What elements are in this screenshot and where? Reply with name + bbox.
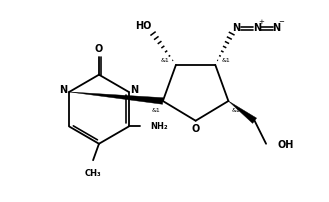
Text: N: N xyxy=(272,23,281,33)
Text: NH₂: NH₂ xyxy=(150,122,168,131)
Text: &1: &1 xyxy=(231,108,240,113)
Text: N: N xyxy=(253,23,261,33)
Polygon shape xyxy=(228,101,257,123)
Text: O: O xyxy=(95,44,103,54)
Text: −: − xyxy=(278,19,284,25)
Text: &1: &1 xyxy=(221,58,230,63)
Polygon shape xyxy=(69,92,163,104)
Text: +: + xyxy=(259,19,265,25)
Text: N: N xyxy=(233,23,240,33)
Text: HO: HO xyxy=(135,21,151,31)
Text: O: O xyxy=(191,124,200,134)
Text: CH₃: CH₃ xyxy=(85,169,101,178)
Text: N: N xyxy=(131,85,139,95)
Text: &1: &1 xyxy=(160,58,169,63)
Text: &1: &1 xyxy=(151,108,160,113)
Text: OH: OH xyxy=(278,140,294,150)
Text: N: N xyxy=(59,85,67,95)
